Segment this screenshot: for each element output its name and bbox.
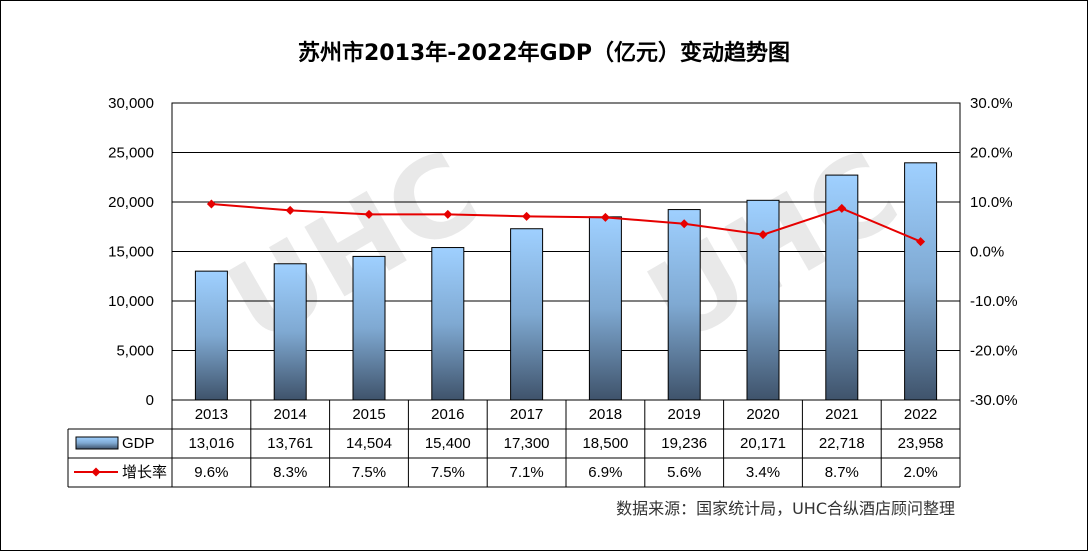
y-right-tick-label: 30.0% [970,95,1013,112]
gdp-value-label: 15,400 [425,435,471,452]
growth-rate-line [211,202,921,243]
growth-rate-point [443,209,453,219]
growth-value-label: 5.6% [667,464,701,481]
chart-title: 苏州市2013年-2022年GDP（亿元）变动趋势图 [298,40,790,66]
y-right-tick-label: -30.0% [970,392,1018,409]
y-right-tick-label: 0.0% [970,244,1004,261]
gdp-value-label: 17,300 [504,435,550,452]
growth-rate-point [837,203,847,213]
y-left-tick-label: 15,000 [108,244,154,261]
x-category-label: 2020 [746,406,779,423]
growth-rate-point [600,212,610,222]
gdp-value-label: 18,500 [582,435,628,452]
growth-value-label: 3.4% [746,464,780,481]
growth-value-label: 6.9% [588,464,622,481]
bar-series [194,162,938,401]
gdp-bar [904,162,938,401]
gdp-value-label: 20,171 [740,435,786,452]
x-category-label: 2018 [589,406,622,423]
legend-label-growth: 增长率 [122,464,167,481]
x-category-label: 2022 [904,406,937,423]
x-category-label: 2016 [431,406,464,423]
gdp-bar [588,216,622,401]
growth-rate-point [206,199,216,209]
y-right-tick-label: 20.0% [970,145,1013,162]
gdp-bar [431,247,465,401]
gdp-value-label: 19,236 [661,435,707,452]
growth-value-label: 7.5% [352,464,386,481]
y-right-tick-label: 10.0% [970,194,1013,211]
legend-swatch-gdp [75,436,119,450]
data-table: 2013 2014 2015 2016 2017 2018 2019 2020 2021 2022… [67,400,961,488]
x-category-label: 2017 [510,406,543,423]
growth-rate-point [679,219,689,229]
gdp-bar [194,270,228,401]
watermark-logo: UHC UHC [207,127,918,369]
y-left-tick-label: 10,000 [108,293,154,310]
gdp-bar [667,209,701,401]
gdp-value-label: 22,718 [819,435,865,452]
y-left-tick-label: 20,000 [108,194,154,211]
gdp-bar [352,255,386,401]
growth-value-label: 7.1% [509,464,543,481]
x-category-label: 2021 [825,406,858,423]
growth-rate-point [522,211,532,221]
growth-rate-point [916,237,926,247]
x-category-label: 2019 [668,406,701,423]
growth-value-label: 8.3% [273,464,307,481]
y-right-tick-label: -20.0% [970,343,1018,360]
growth-value-label: 9.6% [194,464,228,481]
growth-rate-point [364,209,374,219]
growth-value-label: 7.5% [431,464,465,481]
legend-swatch-marker [91,467,101,477]
line-series [206,199,926,247]
y-left-tick-label: 0 [146,392,154,409]
growth-rate-point [758,230,768,240]
source-note: 数据来源：国家统计局，UHC合纵酒店顾问整理 [616,499,955,518]
legend-label-gdp: GDP [122,435,155,452]
y-left-tick-label: 5,000 [116,343,154,360]
gdp-bar [510,228,544,401]
y-left-tick-label: 30,000 [108,95,154,112]
y-right-tick-label: -10.0% [970,293,1018,310]
x-category-label: 2014 [274,406,307,423]
gdp-value-label: 14,504 [346,435,392,452]
x-category-label: 2013 [195,406,228,423]
growth-value-label: 2.0% [903,464,937,481]
growth-value-label: 8.7% [825,464,859,481]
gdp-value-label: 13,761 [267,435,313,452]
growth-rate-point [285,205,295,215]
gdp-value-label: 23,958 [898,435,944,452]
y-left-tick-label: 25,000 [108,145,154,162]
gdp-value-label: 13,016 [188,435,234,452]
x-category-label: 2015 [352,406,385,423]
gdp-bar [273,263,307,401]
